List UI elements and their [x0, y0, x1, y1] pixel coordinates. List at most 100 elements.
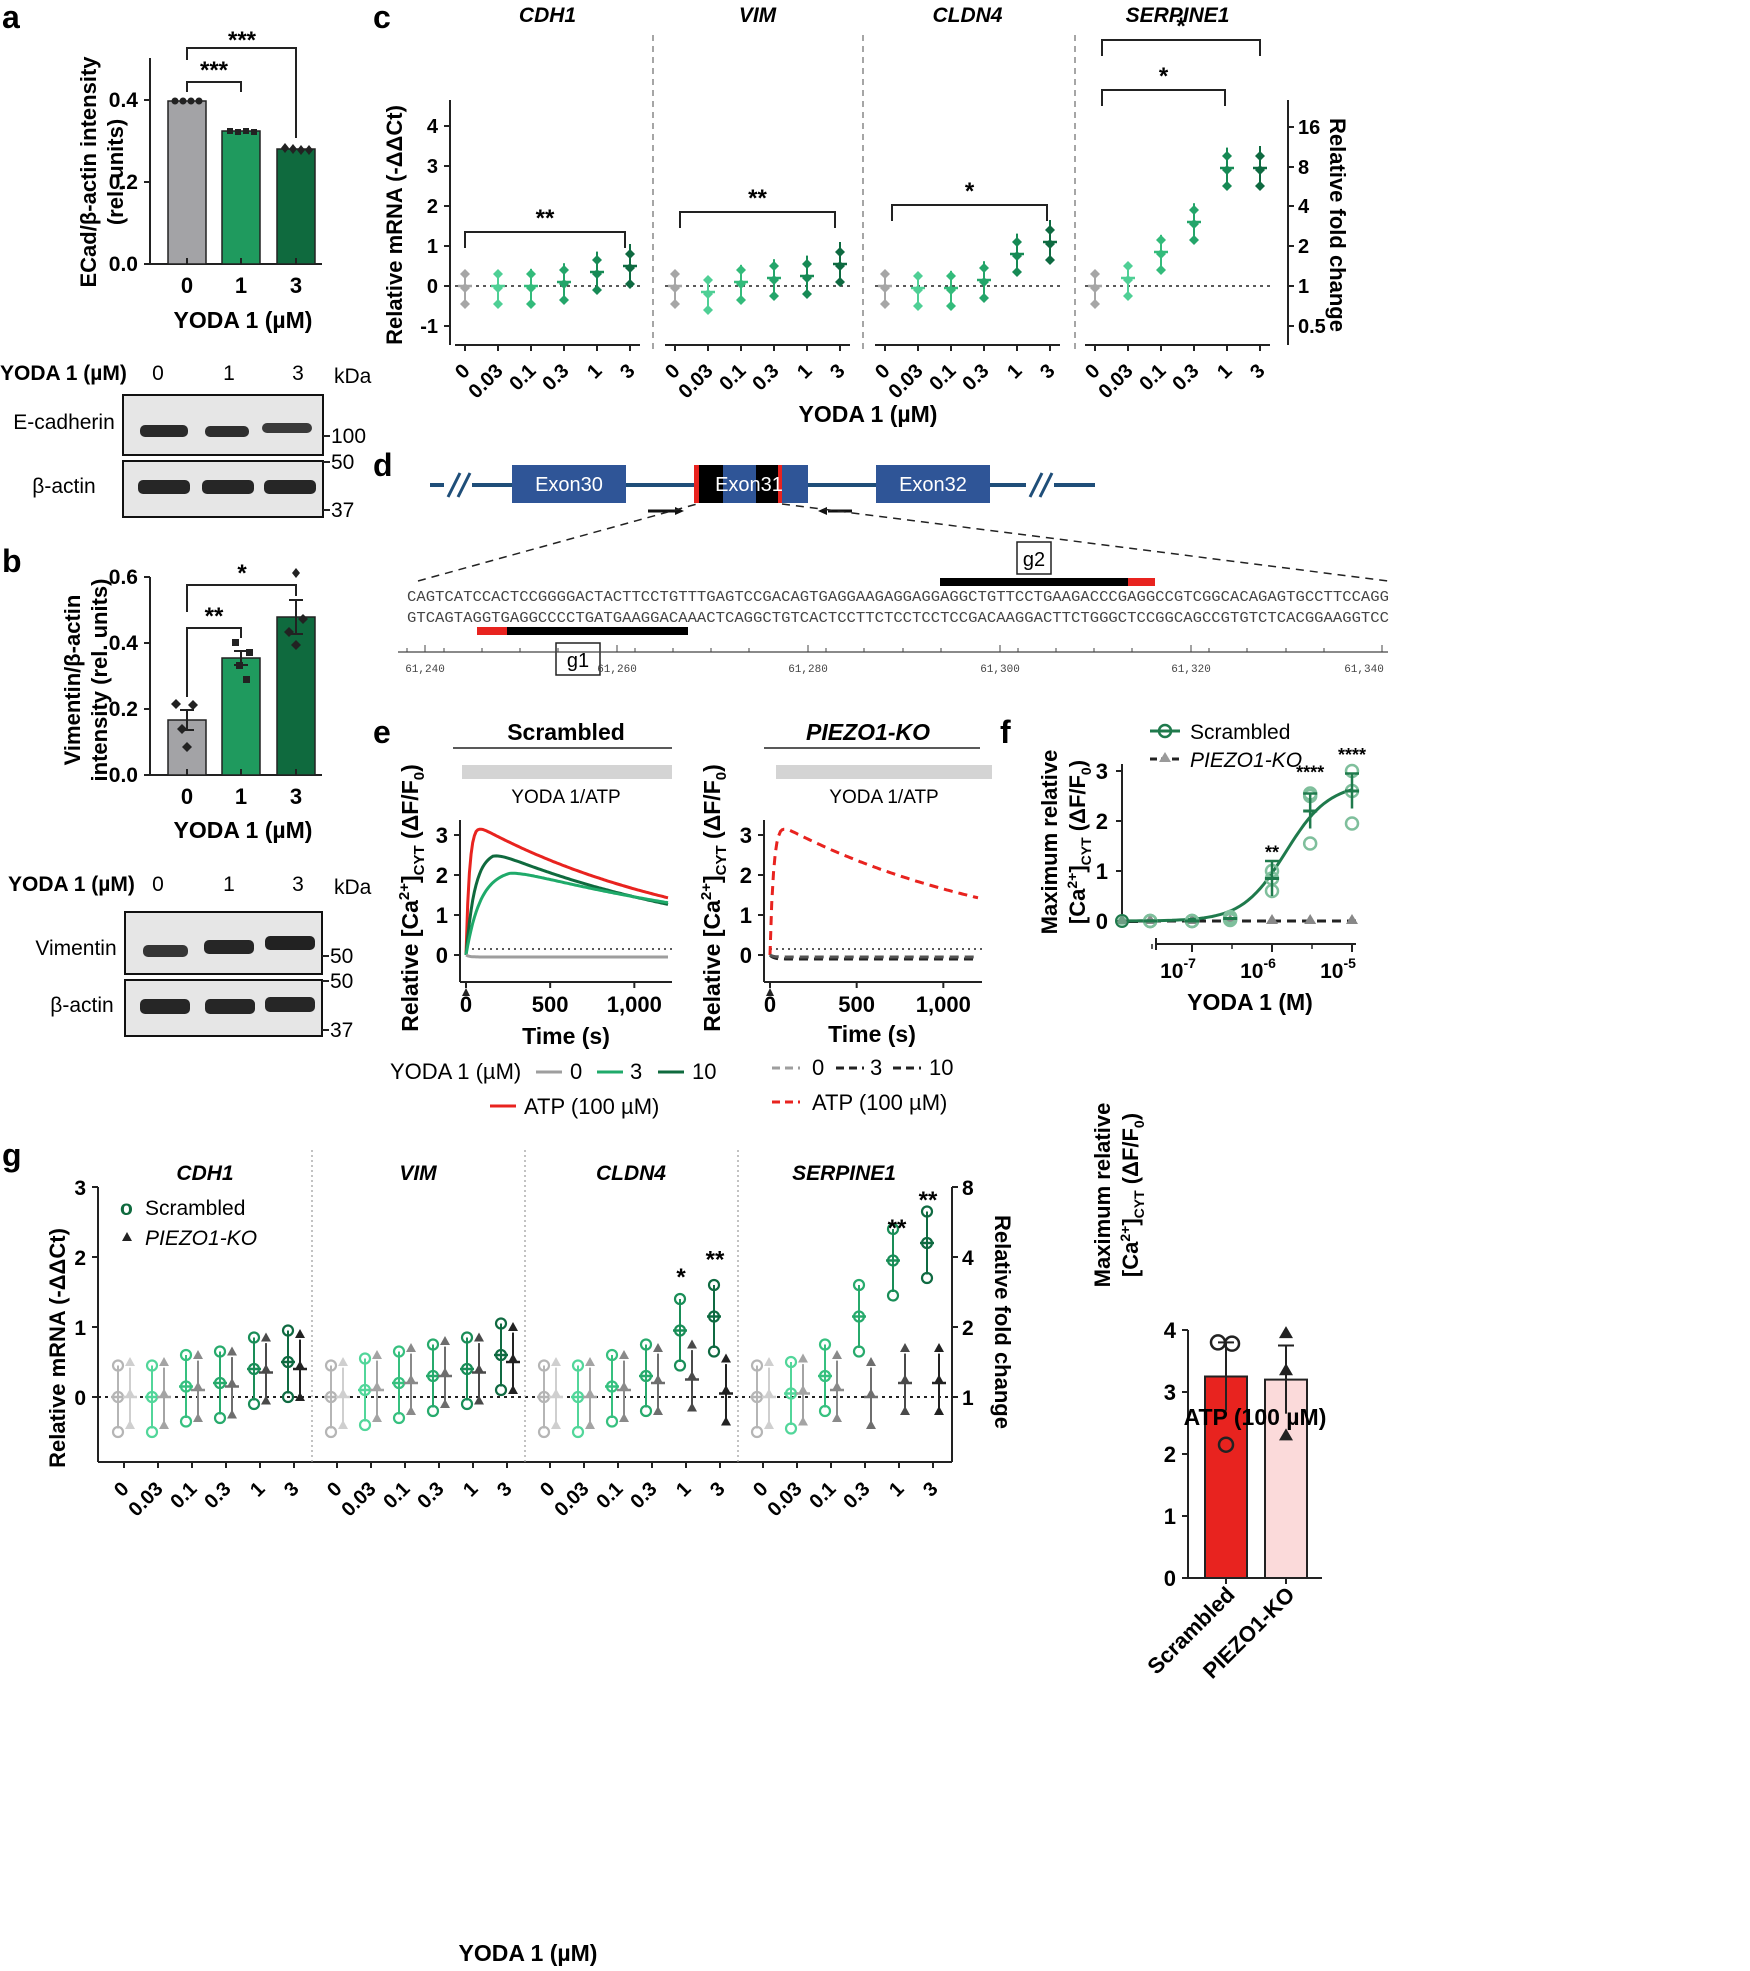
c-xtick-label: 1 [1213, 360, 1236, 383]
exon32 [876, 465, 990, 503]
e-left-xtick-label: 500 [532, 992, 569, 1017]
c-point [913, 271, 923, 281]
c-xtick-label: 3 [1246, 360, 1269, 383]
g-leg-ko: PIEZO1-KO [145, 1227, 257, 1250]
c-rtick-label: 1 [1298, 276, 1309, 298]
c-xtick-label: 0.03 [674, 360, 717, 403]
g-ko-point [653, 1406, 663, 1415]
e-right-3-line [769, 953, 978, 959]
e-left-10-line [464, 854, 669, 956]
ruler-5: 61,340 [1344, 664, 1384, 676]
a-bar-3 [276, 148, 316, 265]
g-scr-point [460, 1362, 474, 1376]
g-scr-point [852, 1345, 866, 1358]
g-ko-point [295, 1360, 305, 1370]
g-ko-point [508, 1322, 518, 1331]
c-xtick-label: 1 [793, 360, 816, 383]
c-right-label: Relative fold change [1325, 118, 1350, 332]
g-ko-point [764, 1357, 774, 1366]
f-bar-point [1279, 1363, 1293, 1376]
g-xtick-label: 0 [110, 1478, 133, 1501]
g-sig: ** [706, 1247, 725, 1274]
a-blot-marker-100: 100 [331, 425, 366, 448]
g-ko-point [295, 1392, 305, 1401]
b-xtick-0: 0 [181, 784, 193, 809]
e-leg-ko-atp: ATP (100 µM) [812, 1090, 947, 1115]
g-ko-point [261, 1364, 271, 1373]
g-ko-point [934, 1343, 944, 1352]
f-ytick-label: 2 [1096, 809, 1108, 834]
g-ko-point [474, 1395, 484, 1405]
e-right-bar-label: YODA 1/ATP [829, 787, 938, 808]
f-bar-xlabel: ATP (100 µM) [1184, 1404, 1327, 1430]
g-scr-point [571, 1425, 585, 1439]
g-rtick-label: 2 [962, 1317, 974, 1340]
g-ko-point [193, 1350, 203, 1359]
g-ko-point [764, 1420, 774, 1429]
a-blot-lane-1: 1 [223, 362, 235, 385]
g-gene-SERPINE1: SERPINE1 [792, 1162, 896, 1185]
e-right-title: PIEZO1-KO [806, 719, 930, 745]
panel-e: e Scrambled YODA 1/ATP PIEZO1-KO YODA 1/… [373, 714, 992, 1119]
e-left-ytick-label: 3 [436, 823, 448, 848]
a-sig-2: *** [228, 27, 257, 54]
c-point [979, 293, 989, 303]
c-ytick-label: 3 [427, 156, 438, 178]
a-blot-header: YODA 1 (µM) [0, 362, 127, 385]
g-gene-VIM: VIM [399, 1162, 437, 1185]
g-ko-point [721, 1385, 731, 1394]
g-scr-point [324, 1359, 338, 1372]
e-left-xtick-label: 1,000 [607, 992, 662, 1017]
g-ko-point [866, 1357, 876, 1366]
g-ko-point [508, 1385, 518, 1394]
f-leg-ko: PIEZO1-KO [1190, 749, 1302, 772]
g-ko-point [440, 1336, 450, 1345]
g-ko-point [508, 1353, 518, 1363]
c-point [1123, 291, 1133, 301]
g-ko-point [159, 1420, 169, 1429]
g-scr-point [111, 1425, 125, 1439]
a-xtick-2: 3 [290, 273, 302, 298]
f-ko-point [1304, 914, 1317, 924]
panel-letter-d: d [373, 447, 393, 483]
g-scr-point [920, 1236, 934, 1250]
b-ytick-2: 0.4 [109, 632, 139, 655]
e-left-0-line [465, 953, 668, 959]
c-xtick-label: 0.3 [748, 360, 783, 395]
c-point [1255, 181, 1265, 191]
b-ylabel-1: Vimentin/β-actin [60, 595, 85, 766]
g-scr-point [358, 1352, 372, 1365]
g-xtick-label: 0.3 [413, 1478, 448, 1513]
f-ylabel-2: [Ca2+]CYT (ΔF/F0) [1064, 760, 1094, 924]
c-point [1045, 255, 1055, 265]
g-scr-point [247, 1362, 261, 1376]
f-ytick-label: 3 [1096, 759, 1108, 784]
e-left-3-line [464, 871, 669, 956]
g-ko-point [653, 1343, 663, 1352]
seq-bottom: GTCAGTAGGTGAGGCCCCTGATGAAGGACAAACTCAGGCT… [407, 611, 1389, 627]
c-rtick-label: 16 [1298, 117, 1320, 139]
g-scr-point [750, 1359, 764, 1372]
g-scr-point [886, 1222, 900, 1236]
c-point [592, 285, 602, 295]
g-scr-point [886, 1289, 900, 1302]
c-point [1045, 239, 1055, 249]
g-scr-point [673, 1359, 687, 1372]
g-ko-point [551, 1420, 561, 1429]
c-point [835, 277, 845, 287]
g-scr-point [920, 1271, 934, 1285]
c-point [802, 289, 812, 299]
a-ylabel-2: (rel. units) [103, 119, 128, 225]
g-ko-point [551, 1357, 561, 1366]
a-blot-actin-label: β-actin [32, 475, 95, 498]
c-bracket [464, 231, 626, 248]
c-point [493, 299, 503, 309]
c-point [526, 283, 536, 293]
g-rtick-label: 8 [962, 1177, 974, 1200]
g-scr-point [818, 1369, 832, 1383]
c-point [670, 283, 680, 293]
g-ko-point [125, 1357, 135, 1366]
g-ko-point [372, 1381, 382, 1391]
